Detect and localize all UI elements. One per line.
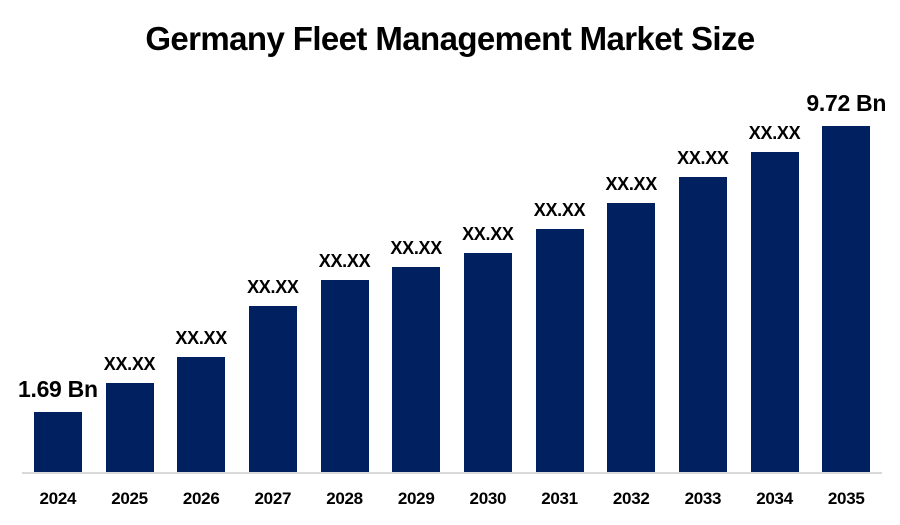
bar-value-label: XX.XX bbox=[390, 238, 442, 258]
x-tick-label: 2029 bbox=[397, 489, 435, 508]
bar bbox=[750, 152, 799, 472]
bar bbox=[248, 306, 297, 472]
x-tick-label: 2028 bbox=[326, 489, 363, 508]
bar-column: XX.XX bbox=[165, 80, 237, 472]
chart-title: Germany Fleet Management Market Size bbox=[145, 20, 755, 57]
bar-value-label: XX.XX bbox=[175, 328, 227, 348]
x-tick-label: 2035 bbox=[827, 489, 865, 508]
x-tick-label: 2026 bbox=[182, 489, 220, 508]
bar bbox=[607, 203, 656, 472]
bar bbox=[105, 383, 154, 472]
x-tick-label: 2030 bbox=[469, 489, 507, 508]
bar bbox=[463, 253, 512, 472]
bar-column: 9.72 Bn bbox=[806, 80, 886, 472]
bar bbox=[678, 177, 727, 472]
x-axis-line bbox=[22, 472, 882, 474]
bar-column: XX.XX bbox=[739, 80, 811, 472]
x-tick-label: 2027 bbox=[254, 489, 292, 508]
bar bbox=[822, 126, 871, 472]
bar-value-label: XX.XX bbox=[103, 354, 156, 374]
bar-value-label: XX.XX bbox=[247, 277, 299, 297]
bars-row: 1.69 Bn XX.XX XX.XX XX.XX XX.XX XX.XX XX.XX XX.… bbox=[18, 80, 886, 472]
bar bbox=[392, 267, 441, 472]
bar-column: XX.XX bbox=[452, 80, 524, 472]
x-tick-label: 2024 bbox=[39, 489, 77, 508]
x-tick-label: 2033 bbox=[684, 489, 722, 508]
bar-value-label: XX.XX bbox=[318, 251, 371, 271]
x-tick-label: 2034 bbox=[756, 489, 793, 508]
bar bbox=[177, 357, 226, 472]
bar bbox=[33, 412, 82, 472]
bar-value-label: XX.XX bbox=[462, 224, 514, 244]
x-tick-label: 2031 bbox=[541, 489, 578, 508]
bar-column: XX.XX bbox=[524, 80, 596, 472]
bar-value-label: 1.69 Bn bbox=[17, 376, 98, 402]
bar-column: XX.XX bbox=[237, 80, 309, 472]
bar-chart: 1.69 Bn XX.XX XX.XX XX.XX XX.XX XX.XX XX.XX XX.… bbox=[18, 80, 886, 525]
bar-value-label: XX.XX bbox=[677, 148, 729, 168]
bar-column: 1.69 Bn bbox=[18, 80, 98, 472]
bar-column: XX.XX bbox=[309, 80, 381, 472]
x-axis-labels: 2024 2025 2026 2027 2028 2029 2030 2031 2032 2033… bbox=[22, 489, 882, 509]
x-tick-label: 2032 bbox=[612, 489, 650, 508]
bar-value-label: XX.XX bbox=[748, 123, 801, 143]
bar bbox=[535, 229, 584, 472]
x-tick-label: 2025 bbox=[111, 489, 148, 508]
bar-value-label: 9.72 Bn bbox=[806, 90, 887, 116]
bar-column: XX.XX bbox=[667, 80, 739, 472]
bar-column: XX.XX bbox=[595, 80, 667, 472]
bar-value-label: XX.XX bbox=[605, 174, 657, 194]
bar-column: XX.XX bbox=[380, 80, 452, 472]
bar bbox=[320, 280, 369, 472]
bar-column: XX.XX bbox=[94, 80, 166, 472]
bar-value-label: XX.XX bbox=[533, 200, 586, 220]
